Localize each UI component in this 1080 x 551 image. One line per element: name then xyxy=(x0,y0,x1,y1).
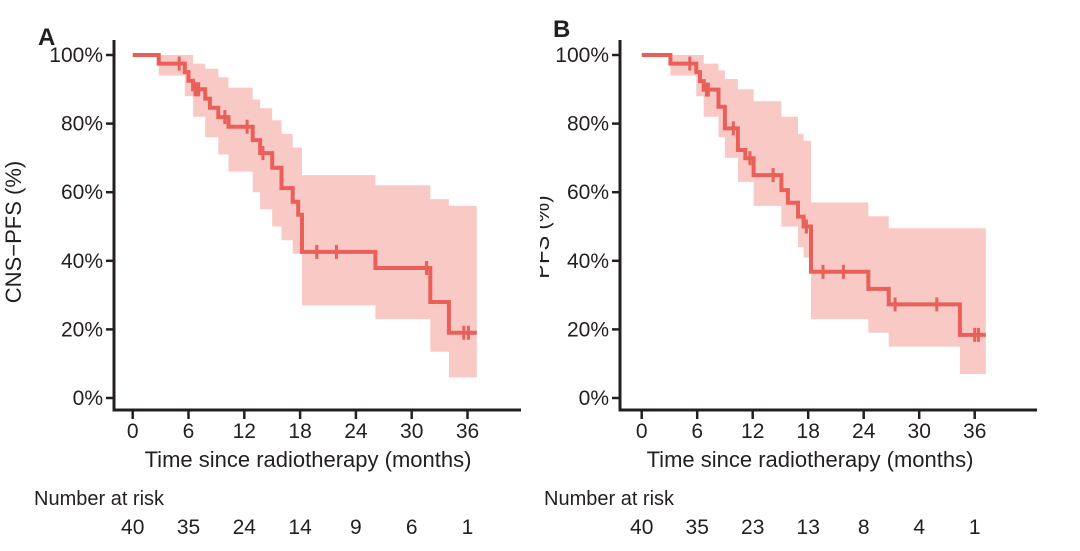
ci-band xyxy=(670,55,986,374)
x-tick-label: 30 xyxy=(908,420,931,443)
risk-count: 40 xyxy=(121,516,144,539)
y-tick-label: 100% xyxy=(555,44,609,67)
y-tick-label: 80% xyxy=(567,113,609,136)
km-panel-b: 100%80%60%40%20%0% 0 6 12 18 24 30 36 B PFS (%… xyxy=(540,16,1037,539)
risk-count: 8 xyxy=(858,516,870,539)
censor-marks xyxy=(688,56,980,342)
risk-count: 6 xyxy=(406,516,418,539)
x-tick-label: 18 xyxy=(288,420,311,443)
x-tick-label: 12 xyxy=(741,420,764,443)
km-panel-a: 100% 80% 60% 40% 20% 0% 0 6 12 18 24 30 36 A CNS−PF… xyxy=(1,24,521,539)
risk-count: 35 xyxy=(686,516,709,539)
x-tick-label: 18 xyxy=(797,420,820,443)
x-tick-label: 30 xyxy=(400,420,423,443)
ci-band xyxy=(158,55,477,378)
x-axis-label: Time since radiotherapy (months) xyxy=(647,447,974,472)
y-tick-labels: 100% 80% 60% 40% 20% 0% xyxy=(49,44,103,410)
y-tick-label: 20% xyxy=(61,318,103,341)
y-tick-label: 40% xyxy=(567,250,609,273)
axes xyxy=(612,40,1037,419)
risk-count: 40 xyxy=(630,516,653,539)
x-tick-label: 12 xyxy=(233,420,256,443)
x-tick-labels: 0 6 12 18 24 30 36 xyxy=(636,420,987,443)
risk-count: 14 xyxy=(288,516,312,539)
panel-letter: A xyxy=(38,24,55,51)
x-tick-label: 0 xyxy=(636,420,648,443)
x-tick-label: 36 xyxy=(456,420,479,443)
y-tick-labels: 100% 80% 60% 40% 20% 0% xyxy=(555,44,609,410)
y-tick-label: 80% xyxy=(61,113,103,136)
x-tick-labels: 0 6 12 18 24 30 36 xyxy=(127,420,479,443)
risk-label: Number at risk xyxy=(544,488,675,510)
risk-numbers: 40 35 24 14 9 6 1 xyxy=(121,516,473,539)
risk-count: 9 xyxy=(350,516,362,539)
risk-label: Number at risk xyxy=(34,488,165,510)
x-tick-label: 24 xyxy=(852,420,876,443)
km-curve xyxy=(132,53,477,335)
axes xyxy=(106,40,521,419)
censor-marks xyxy=(177,56,470,340)
y-tick-label: 0% xyxy=(73,387,103,410)
risk-count: 1 xyxy=(969,516,981,539)
km-curve xyxy=(641,53,986,337)
panel-letter: B xyxy=(553,16,570,43)
x-tick-label: 0 xyxy=(127,420,139,443)
risk-count: 24 xyxy=(233,516,257,539)
y-tick-label: 40% xyxy=(61,250,103,273)
risk-count: 13 xyxy=(797,516,820,539)
risk-count: 4 xyxy=(913,516,925,539)
x-tick-label: 24 xyxy=(344,420,368,443)
y-axis-label: CNS−PFS (%) xyxy=(1,161,26,303)
x-tick-label: 6 xyxy=(183,420,195,443)
y-tick-label: 20% xyxy=(567,318,609,341)
risk-count: 1 xyxy=(462,516,474,539)
y-axis-label: PFS (%) xyxy=(540,195,554,278)
x-axis-label: Time since radiotherapy (months) xyxy=(145,447,472,472)
risk-count: 23 xyxy=(741,516,764,539)
y-tick-label: 60% xyxy=(61,181,103,204)
risk-count: 35 xyxy=(177,516,200,539)
y-tick-label: 100% xyxy=(49,44,103,67)
risk-numbers: 40 35 23 13 8 4 1 xyxy=(630,516,981,539)
x-tick-label: 6 xyxy=(691,420,703,443)
x-tick-label: 36 xyxy=(963,420,986,443)
y-tick-label: 0% xyxy=(579,387,609,410)
y-tick-label: 60% xyxy=(567,181,609,204)
